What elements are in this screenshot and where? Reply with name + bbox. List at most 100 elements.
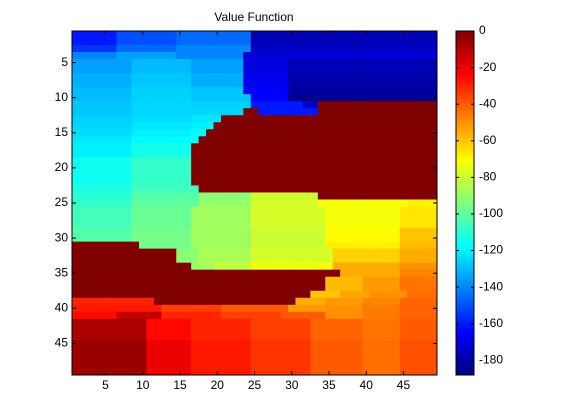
cell [191, 171, 200, 179]
cell [273, 157, 281, 165]
cell [146, 297, 155, 306]
cell [377, 80, 386, 88]
cell [347, 227, 356, 235]
cell [250, 353, 259, 362]
cell [206, 52, 214, 60]
cell [94, 283, 103, 292]
cell [139, 108, 147, 116]
cell [273, 269, 281, 278]
cell [377, 108, 386, 116]
cell [86, 325, 95, 334]
cell [250, 297, 259, 306]
cell [429, 73, 438, 81]
cell [414, 283, 423, 292]
cell [228, 304, 237, 313]
cell [191, 262, 200, 271]
cell [220, 283, 229, 292]
cell [243, 276, 252, 285]
cell [317, 276, 326, 285]
y-tick-label: 45 [55, 336, 69, 350]
cell [94, 66, 103, 74]
cell [153, 248, 162, 257]
cell [288, 108, 296, 116]
cell [220, 213, 229, 221]
cell [168, 94, 177, 102]
cell [288, 346, 296, 355]
cell [198, 143, 207, 151]
cell [79, 80, 88, 88]
cell [124, 122, 132, 130]
cell [79, 241, 88, 250]
cell [384, 213, 393, 221]
cell [317, 346, 326, 355]
cell [332, 332, 341, 341]
cell [191, 199, 200, 207]
cell [273, 122, 281, 130]
cell [347, 332, 356, 341]
cell [288, 150, 296, 158]
cell [377, 220, 386, 228]
cell [161, 234, 170, 243]
cell [131, 213, 140, 221]
cell [258, 122, 267, 130]
cell [250, 143, 259, 151]
cell [265, 73, 274, 81]
cell [392, 178, 401, 186]
cell [414, 234, 423, 243]
cell [414, 115, 423, 123]
cell [362, 220, 371, 228]
cell [116, 255, 125, 264]
cell [288, 234, 296, 243]
cell [161, 276, 170, 285]
cell [176, 297, 185, 306]
cell [153, 346, 162, 355]
cell [392, 157, 401, 165]
cell [146, 94, 155, 102]
cell [235, 206, 244, 214]
cell [310, 360, 319, 369]
cell [295, 73, 304, 81]
cell [153, 241, 162, 250]
cell [407, 311, 416, 320]
cell [377, 38, 386, 46]
cell [288, 185, 296, 193]
cell [407, 360, 416, 369]
cell [101, 199, 110, 207]
cell [414, 269, 423, 278]
cell [414, 31, 423, 39]
cell [131, 318, 140, 327]
cell [220, 269, 229, 278]
cell [302, 290, 311, 299]
cell [317, 164, 326, 172]
cell [235, 31, 244, 39]
cell [265, 129, 274, 137]
cell [302, 178, 311, 186]
cell [347, 234, 356, 243]
cell [295, 164, 304, 172]
cell [429, 115, 438, 123]
cell [101, 339, 110, 348]
cell [79, 290, 88, 299]
cell [332, 297, 341, 306]
cell [243, 38, 252, 46]
cell [265, 38, 274, 46]
cell [340, 80, 349, 88]
cell [288, 199, 296, 207]
cell [153, 269, 162, 278]
cell [168, 353, 177, 362]
cell [161, 80, 170, 88]
cell [243, 346, 252, 355]
cell [399, 276, 408, 285]
cell [124, 206, 132, 214]
cell [429, 157, 438, 165]
cell [377, 262, 386, 271]
cell [355, 304, 363, 313]
cell [347, 87, 356, 95]
cell [310, 304, 319, 313]
cell [317, 339, 326, 348]
cell [288, 360, 296, 369]
cell [384, 220, 393, 228]
cell [183, 192, 192, 200]
cell [369, 59, 378, 67]
cell [258, 213, 267, 221]
